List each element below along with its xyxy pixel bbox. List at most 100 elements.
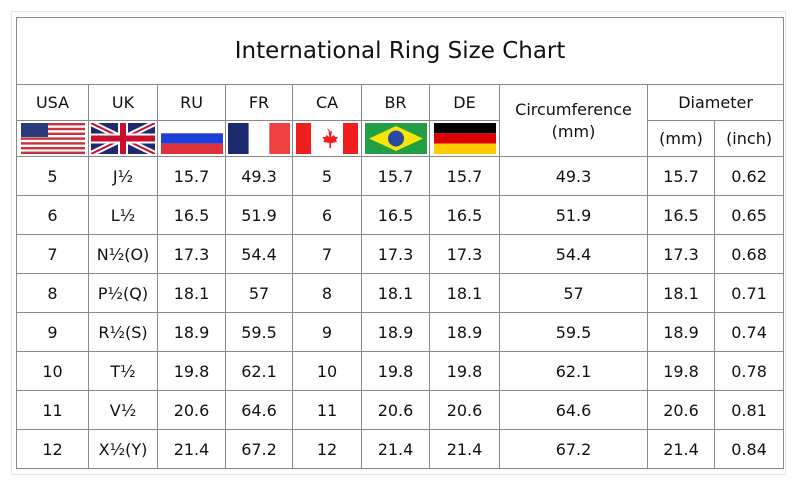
cell-diameter-mm: 18.1 bbox=[647, 273, 715, 313]
cell-usa: 10 bbox=[16, 351, 89, 391]
cell-diameter-inch: 0.62 bbox=[713, 156, 785, 196]
cell-uk: P½(Q) bbox=[88, 273, 158, 313]
cell-br: 21.4 bbox=[361, 429, 430, 469]
cell-diameter-mm: 20.6 bbox=[647, 390, 715, 430]
header-fr: FR bbox=[225, 84, 293, 121]
cell-diameter-inch: 0.71 bbox=[713, 273, 785, 313]
cell-diameter-inch: 0.81 bbox=[713, 390, 785, 430]
cell-uk: R½(S) bbox=[88, 312, 158, 352]
header-br: BR bbox=[361, 84, 430, 121]
cell-diameter-inch: 0.65 bbox=[713, 195, 785, 235]
table-row: 11 V½ 20.6 64.6 11 20.6 20.6 64.6 20.6 0.81 bbox=[16, 390, 785, 430]
cell-diameter-inch: 0.74 bbox=[713, 312, 785, 352]
brazil-flag-icon bbox=[361, 120, 430, 157]
cell-fr: 54.4 bbox=[225, 234, 293, 274]
cell-br: 20.6 bbox=[361, 390, 430, 430]
cell-fr: 59.5 bbox=[225, 312, 293, 352]
header-diameter: Diameter bbox=[646, 84, 785, 121]
cell-diameter-inch: 0.78 bbox=[713, 351, 785, 391]
table-row: 12 X½(Y) 21.4 67.2 12 21.4 21.4 67.2 21.4 0.84 bbox=[16, 429, 785, 469]
cell-de: 19.8 bbox=[429, 351, 500, 391]
cell-fr: 64.6 bbox=[225, 390, 293, 430]
header-diameter-mm: (mm) bbox=[647, 120, 715, 157]
cell-ru: 17.3 bbox=[157, 234, 226, 274]
cell-circumference: 59.5 bbox=[499, 312, 648, 352]
table-row: 7 N½(O) 17.3 54.4 7 17.3 17.3 54.4 17.3 0.68 bbox=[16, 234, 785, 274]
cell-ca: 7 bbox=[292, 234, 362, 274]
cell-uk: N½(O) bbox=[88, 234, 158, 274]
cell-fr: 49.3 bbox=[225, 156, 293, 196]
cell-de: 18.9 bbox=[429, 312, 500, 352]
cell-fr: 51.9 bbox=[225, 195, 293, 235]
cell-ru: 20.6 bbox=[157, 390, 226, 430]
cell-circumference: 67.2 bbox=[499, 429, 648, 469]
usa-flag-icon bbox=[16, 120, 89, 157]
cell-ca: 6 bbox=[292, 195, 362, 235]
header-ru: RU bbox=[157, 84, 226, 121]
cell-usa: 5 bbox=[16, 156, 89, 196]
cell-circumference: 54.4 bbox=[499, 234, 648, 274]
cell-diameter-mm: 17.3 bbox=[647, 234, 715, 274]
header-circumference: Circumference (mm) bbox=[499, 84, 648, 157]
cell-ru: 18.9 bbox=[157, 312, 226, 352]
cell-diameter-mm: 15.7 bbox=[647, 156, 715, 196]
cell-circumference: 51.9 bbox=[499, 195, 648, 235]
cell-circumference: 57 bbox=[499, 273, 648, 313]
cell-br: 17.3 bbox=[361, 234, 430, 274]
cell-circumference: 64.6 bbox=[499, 390, 648, 430]
page-title: International Ring Size Chart bbox=[15, 17, 785, 85]
cell-de: 20.6 bbox=[429, 390, 500, 430]
table-row: 10 T½ 19.8 62.1 10 19.8 19.8 62.1 19.8 0.78 bbox=[16, 351, 785, 391]
cell-ca: 5 bbox=[292, 156, 362, 196]
cell-circumference: 49.3 bbox=[499, 156, 648, 196]
table-row: 8 P½(Q) 18.1 57 8 18.1 18.1 57 18.1 0.71 bbox=[16, 273, 785, 313]
cell-diameter-mm: 18.9 bbox=[647, 312, 715, 352]
header-uk: UK bbox=[88, 84, 158, 121]
cell-br: 15.7 bbox=[361, 156, 430, 196]
cell-ru: 18.1 bbox=[157, 273, 226, 313]
cell-diameter-mm: 16.5 bbox=[647, 195, 715, 235]
table-row: 5 J½ 15.7 49.3 5 15.7 15.7 49.3 15.7 0.62 bbox=[16, 156, 785, 196]
cell-de: 18.1 bbox=[429, 273, 500, 313]
cell-ru: 16.5 bbox=[157, 195, 226, 235]
cell-br: 18.9 bbox=[361, 312, 430, 352]
cell-fr: 67.2 bbox=[225, 429, 293, 469]
cell-ca: 10 bbox=[292, 351, 362, 391]
cell-uk: X½(Y) bbox=[88, 429, 158, 469]
cell-uk: T½ bbox=[88, 351, 158, 391]
header-diameter-inch: (inch) bbox=[713, 120, 785, 157]
cell-ca: 11 bbox=[292, 390, 362, 430]
cell-ru: 15.7 bbox=[157, 156, 226, 196]
table-body: 5 J½ 15.7 49.3 5 15.7 15.7 49.3 15.7 0.62 6 L½ 16.5 5… bbox=[16, 156, 785, 469]
cell-fr: 57 bbox=[225, 273, 293, 313]
cell-br: 19.8 bbox=[361, 351, 430, 391]
cell-uk: J½ bbox=[88, 156, 158, 196]
canada-flag-icon bbox=[292, 120, 362, 157]
cell-br: 18.1 bbox=[361, 273, 430, 313]
cell-de: 21.4 bbox=[429, 429, 500, 469]
cell-ru: 21.4 bbox=[157, 429, 226, 469]
uk-flag-icon bbox=[88, 120, 158, 157]
cell-diameter-mm: 19.8 bbox=[647, 351, 715, 391]
cell-usa: 7 bbox=[16, 234, 89, 274]
cell-usa: 11 bbox=[16, 390, 89, 430]
cell-usa: 8 bbox=[16, 273, 89, 313]
cell-de: 17.3 bbox=[429, 234, 500, 274]
cell-ca: 8 bbox=[292, 273, 362, 313]
cell-circumference: 62.1 bbox=[499, 351, 648, 391]
cell-ru: 19.8 bbox=[157, 351, 226, 391]
cell-uk: L½ bbox=[88, 195, 158, 235]
france-flag-icon bbox=[225, 120, 293, 157]
table-row: 6 L½ 16.5 51.9 6 16.5 16.5 51.9 16.5 0.65 bbox=[16, 195, 785, 235]
cell-usa: 6 bbox=[16, 195, 89, 235]
cell-diameter-inch: 0.68 bbox=[713, 234, 785, 274]
header-usa: USA bbox=[16, 84, 89, 121]
cell-de: 15.7 bbox=[429, 156, 500, 196]
cell-diameter-mm: 21.4 bbox=[647, 429, 715, 469]
cell-ca: 12 bbox=[292, 429, 362, 469]
germany-flag-icon bbox=[429, 120, 500, 157]
russia-flag-icon bbox=[157, 120, 226, 157]
cell-usa: 12 bbox=[16, 429, 89, 469]
ring-size-table: International Ring Size Chart USA UK RU … bbox=[15, 17, 785, 469]
header-ca: CA bbox=[292, 84, 362, 121]
